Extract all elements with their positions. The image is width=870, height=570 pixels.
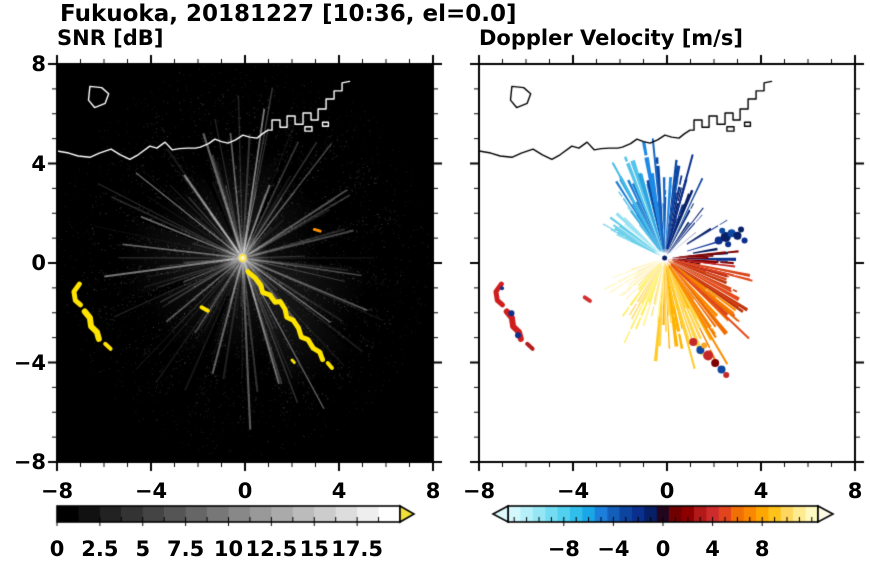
velocity-colorbar-label--4: −4: [597, 537, 630, 561]
snr-colorbar-label-17.5: 17.5: [331, 537, 384, 561]
x-tick-label-panel1--4: −4: [556, 479, 590, 503]
velocity-colorbar-label--8: −8: [547, 537, 580, 561]
panel-label-snr: SNR [dB]: [57, 26, 164, 50]
x-tick-label-panel0--8: −8: [40, 479, 74, 503]
x-tick-label-panel1-8: 8: [847, 479, 863, 503]
x-tick-label-panel0--4: −4: [134, 479, 168, 503]
y-tick-label--4: −4: [13, 350, 46, 375]
y-tick-label-8: 8: [31, 52, 46, 76]
velocity-colorbar-label-0: 0: [655, 537, 671, 561]
x-tick-label-panel0-8: 8: [425, 479, 441, 503]
panel-label-doppler-velocity: Doppler Velocity [m/s]: [479, 26, 743, 50]
snr-colorbar-label-5: 5: [135, 537, 151, 561]
velocity-colorbar-label-8: 8: [754, 537, 770, 561]
snr-colorbar-label-0: 0: [49, 537, 65, 561]
y-tick-label--8: −8: [13, 450, 46, 474]
snr-colorbar-label-7.5: 7.5: [167, 537, 205, 561]
snr-colorbar-label-15: 15: [299, 537, 329, 561]
snr-colorbar-label-10: 10: [213, 537, 244, 561]
velocity-colorbar-label-4: 4: [705, 537, 720, 561]
snr-colorbar-label-12.5: 12.5: [245, 537, 298, 561]
snr-colorbar-label-2.5: 2.5: [81, 537, 119, 561]
x-tick-label-panel0-0: 0: [237, 479, 253, 503]
x-tick-label-panel1-4: 4: [753, 479, 769, 503]
y-tick-label-0: 0: [31, 251, 46, 275]
y-tick-label-4: 4: [31, 151, 46, 176]
figure-title: Fukuoka, 20181227 [10:36, el=0.0]: [60, 1, 517, 27]
x-tick-label-panel0-4: 4: [331, 479, 347, 503]
x-tick-label-panel1-0: 0: [659, 479, 675, 503]
x-tick-label-panel1--8: −8: [462, 479, 496, 503]
